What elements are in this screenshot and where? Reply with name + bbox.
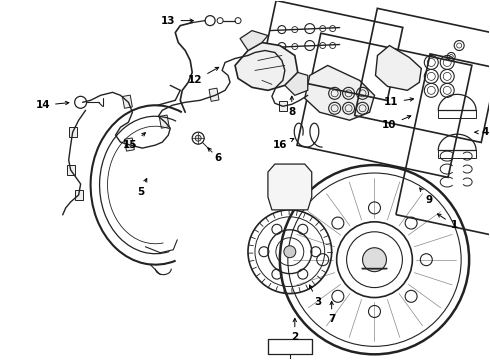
Bar [438,150,476,158]
Bar [69,127,76,137]
Bar [122,95,132,108]
Bar [268,339,312,354]
Circle shape [284,246,296,258]
Bar [159,115,169,128]
Circle shape [195,135,201,141]
Text: 8: 8 [288,96,295,117]
Text: 6: 6 [208,148,222,163]
Polygon shape [268,164,312,210]
Text: 9: 9 [420,188,433,205]
Text: 7: 7 [328,301,335,324]
Text: 14: 14 [35,100,69,110]
Text: 10: 10 [382,116,411,130]
Bar [67,165,74,175]
Text: 16: 16 [272,139,294,150]
Text: 15: 15 [123,133,146,150]
Polygon shape [240,31,268,50]
Bar [279,75,287,85]
Bar [438,110,476,118]
Polygon shape [305,66,374,120]
Polygon shape [285,72,308,95]
Polygon shape [235,42,298,90]
Bar [261,45,269,55]
Text: 5: 5 [137,179,147,197]
Bar [74,190,83,200]
Bar [209,88,219,101]
Circle shape [363,248,387,272]
Text: 11: 11 [384,97,414,107]
Bar [124,138,134,151]
Text: 13: 13 [161,15,194,26]
Bar [279,101,287,111]
Polygon shape [375,45,421,90]
Text: 2: 2 [291,318,298,342]
Text: 4: 4 [475,127,489,137]
Text: 12: 12 [188,67,219,85]
Text: 3: 3 [310,285,321,306]
Text: 1: 1 [438,214,458,230]
